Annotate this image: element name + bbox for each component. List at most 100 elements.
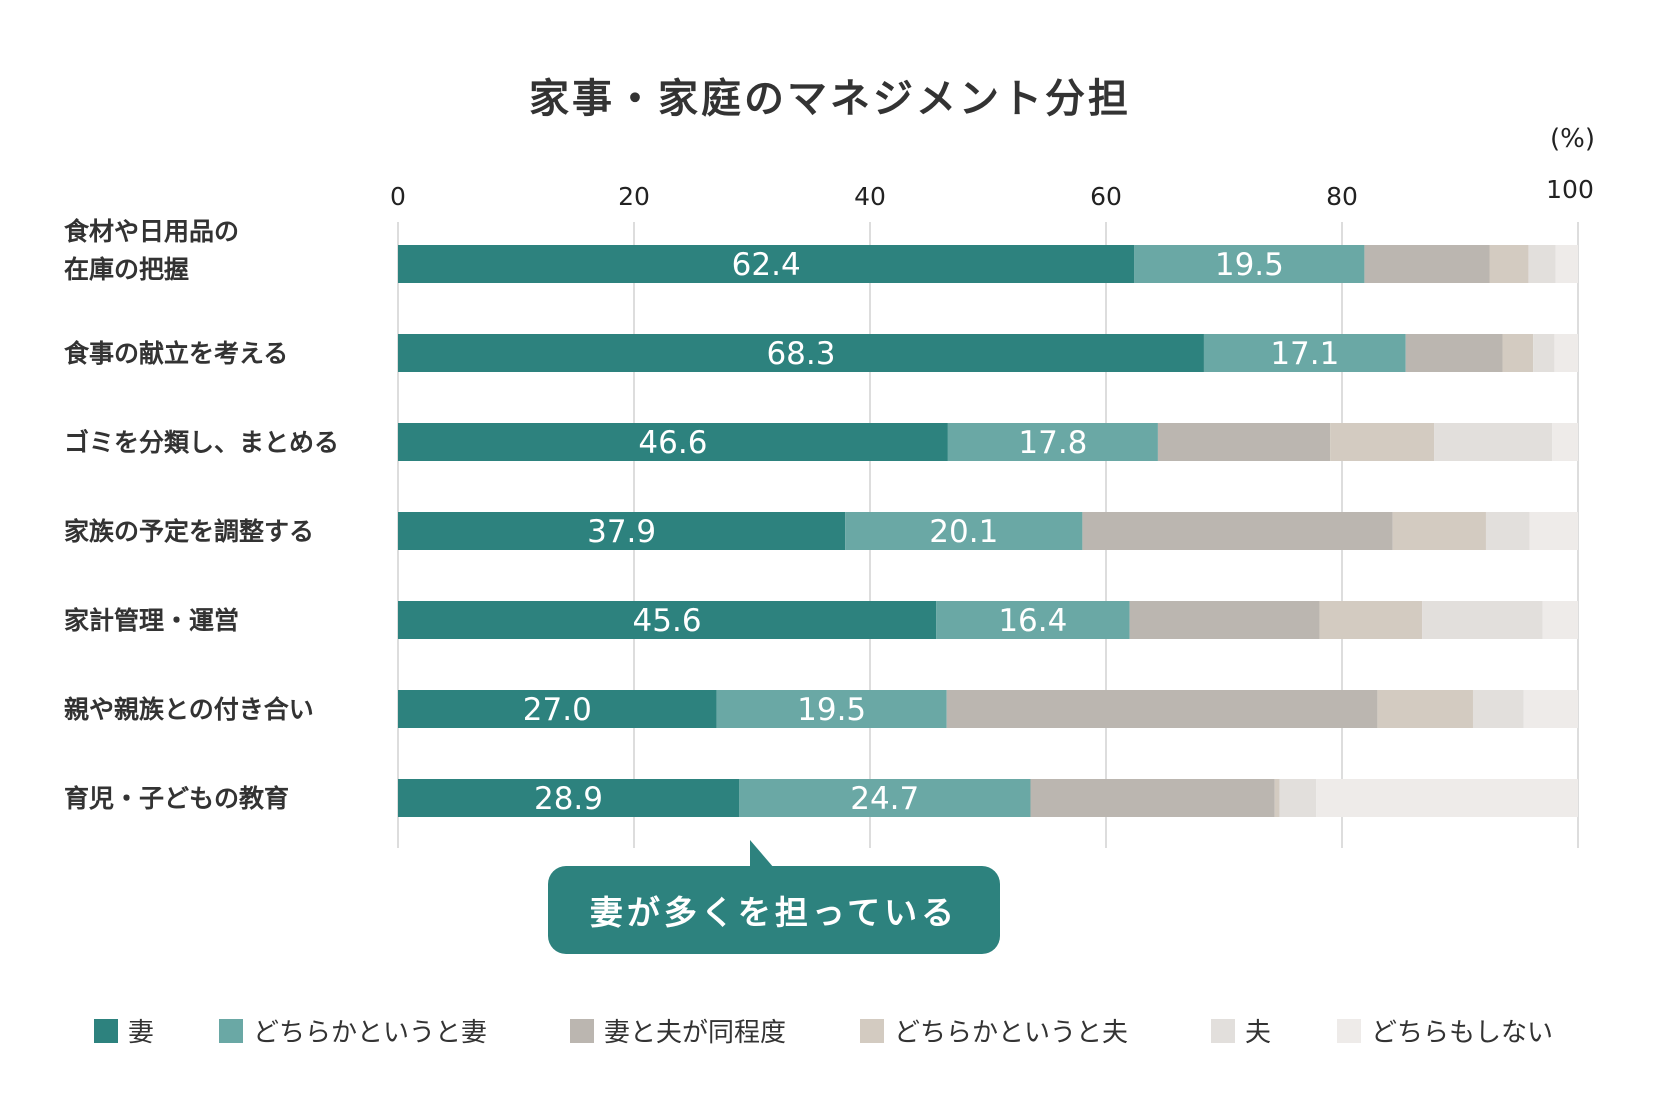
x-tick-label: 40 xyxy=(854,182,886,211)
category-label: 食材や日用品の在庫の把握 xyxy=(64,217,239,284)
bar-row: 46.6 17.8 xyxy=(398,423,1578,461)
data-label: 46.6 xyxy=(638,425,707,461)
bar-segment xyxy=(1392,512,1486,550)
bar-segment xyxy=(739,779,1031,817)
x-tick-label: 0 xyxy=(390,182,406,211)
bar-segment xyxy=(1316,779,1578,817)
bar-segment xyxy=(1502,334,1534,372)
legend-label: 妻と夫が同程度 xyxy=(604,1018,787,1048)
legend-item: 夫 xyxy=(1211,1012,1271,1049)
bar-segment xyxy=(398,334,1204,372)
data-label: 68.3 xyxy=(766,336,835,372)
bar-segment xyxy=(1082,512,1393,550)
x-tick-label: 20 xyxy=(618,182,650,211)
bar-segment xyxy=(398,690,717,728)
bar-segment xyxy=(398,245,1135,283)
data-label: 17.8 xyxy=(1018,425,1087,461)
bar-segment xyxy=(1030,779,1275,817)
bar-segment xyxy=(946,690,1378,728)
bar-segment xyxy=(1157,423,1331,461)
bar-segment xyxy=(1528,245,1556,283)
category-label: 食事の献立を考える xyxy=(64,339,288,368)
data-label: 16.4 xyxy=(998,603,1067,639)
legend-swatch xyxy=(860,1018,884,1043)
bar-segment xyxy=(1472,690,1524,728)
legend-label: どちらもしない xyxy=(1371,1018,1554,1048)
category-label-line: 在庫の把握 xyxy=(64,255,189,284)
category-label: 家計管理・運営 xyxy=(64,606,239,635)
data-label: 37.9 xyxy=(587,514,656,550)
bar-segment xyxy=(1529,512,1578,550)
callout-pointer xyxy=(750,840,774,868)
legend-item: どちらかというと夫 xyxy=(860,1012,1128,1049)
legend-label: どちらかというと夫 xyxy=(894,1018,1129,1048)
bar-segment xyxy=(398,423,948,461)
legend-swatch xyxy=(570,1018,594,1043)
bar-segment xyxy=(1434,423,1553,461)
category-label: 親や親族との付き合い xyxy=(64,695,314,724)
bar-row: 68.3 17.1 xyxy=(398,334,1578,372)
bar-segment xyxy=(1489,245,1529,283)
legend-item: 妻 xyxy=(94,1012,154,1049)
data-label: 20.1 xyxy=(929,514,998,550)
legend-label: 妻 xyxy=(128,1018,155,1048)
category-label-line: 食材や日用品の xyxy=(64,217,239,246)
legend-swatch xyxy=(94,1018,118,1043)
data-label: 28.9 xyxy=(534,781,603,817)
category-label: 育児・子どもの教育 xyxy=(64,784,289,813)
bar-segment xyxy=(398,601,937,639)
bar-segment xyxy=(1552,423,1578,461)
bar-segment xyxy=(1274,779,1280,817)
legend-item: 妻と夫が同程度 xyxy=(570,1012,786,1049)
data-label: 62.4 xyxy=(732,247,801,283)
bar-segment xyxy=(1422,601,1543,639)
legend-swatch xyxy=(219,1018,243,1043)
bar-segment xyxy=(1485,512,1530,550)
bar-segment xyxy=(1554,334,1578,372)
unit-label: (%) xyxy=(1550,124,1595,154)
x-tick-label: 80 xyxy=(1326,182,1358,211)
bar-row: 62.4 19.5 xyxy=(398,245,1578,283)
bar-segment xyxy=(1129,601,1320,639)
category-label: ゴミを分類し、まとめる xyxy=(64,428,339,457)
bar-segment xyxy=(947,423,1158,461)
data-label: 19.5 xyxy=(1215,247,1284,283)
data-label: 45.6 xyxy=(633,603,702,639)
legend-item: どちらかというと妻 xyxy=(219,1012,487,1049)
bar-segment xyxy=(1319,601,1423,639)
category-labels: 食材や日用品の在庫の把握食事の献立を考えるゴミを分類し、まとめる家族の予定を調整… xyxy=(64,217,339,813)
category-label: 家族の予定を調整する xyxy=(64,517,314,546)
legend-swatch xyxy=(1211,1018,1235,1043)
bar-segment xyxy=(1555,245,1578,283)
bar-row: 27.0 19.5 xyxy=(398,690,1578,728)
bar-segment xyxy=(1330,423,1435,461)
bar-segment xyxy=(1203,334,1406,372)
bar-segment xyxy=(936,601,1130,639)
bar-segment xyxy=(716,690,947,728)
legend-label: どちらかというと妻 xyxy=(253,1018,488,1048)
bar-segment xyxy=(1377,690,1473,728)
bar-segment xyxy=(398,512,846,550)
bar-segment xyxy=(1364,245,1490,283)
legend-item: どちらもしない xyxy=(1337,1012,1553,1049)
x-axis-ticks: 0 20 40 60 80 100 xyxy=(390,175,1594,211)
x-tick-label: 60 xyxy=(1090,182,1122,211)
bar-row: 37.9 20.1 xyxy=(398,512,1578,550)
bars: 62.4 19.5 68.3 17.1 46.6 17.8 37.9 20.1 45.6 16.4… xyxy=(398,245,1578,817)
legend-label: 夫 xyxy=(1245,1018,1272,1048)
data-label: 19.5 xyxy=(797,692,866,728)
bar-segment xyxy=(1134,245,1365,283)
annotation-callout: 妻が多くを担っている xyxy=(548,866,1000,954)
bar-segment xyxy=(1279,779,1317,817)
bar-row: 45.6 16.4 xyxy=(398,601,1578,639)
bar-segment xyxy=(1523,690,1578,728)
bar-segment xyxy=(1405,334,1503,372)
data-label: 24.7 xyxy=(850,781,919,817)
bar-segment xyxy=(1542,601,1578,639)
legend-swatch xyxy=(1337,1018,1361,1043)
chart-title: 家事・家庭のマネジメント分担 xyxy=(529,76,1131,122)
bar-segment xyxy=(1533,334,1555,372)
bar-segment xyxy=(845,512,1083,550)
bar-segment xyxy=(398,779,740,817)
data-label: 17.1 xyxy=(1270,336,1339,372)
